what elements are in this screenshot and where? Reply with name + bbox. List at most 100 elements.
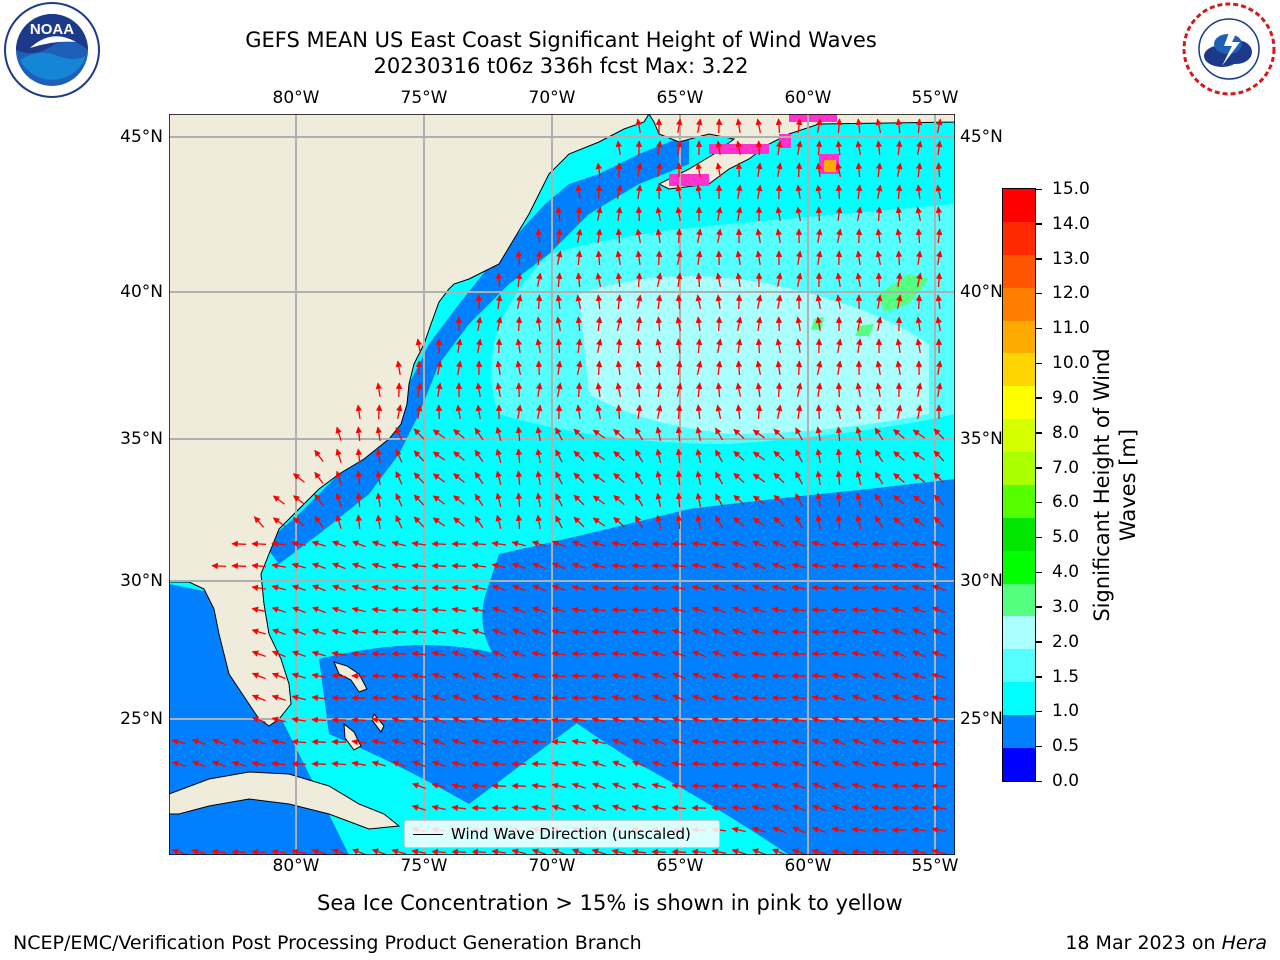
- wind-wave-arrow: [911, 650, 926, 658]
- wind-wave-arrow: [413, 516, 425, 528]
- latitude-label-left: 45°N: [120, 127, 163, 147]
- wind-wave-arrow: [634, 449, 644, 463]
- wind-wave-arrow: [411, 562, 427, 570]
- wind-wave-arrow: [771, 848, 786, 855]
- wind-wave-arrow: [691, 716, 706, 723]
- wind-wave-arrow: [631, 760, 646, 768]
- wind-wave-arrow: [271, 760, 287, 768]
- wind-wave-arrow: [611, 804, 626, 812]
- wind-wave-arrow: [611, 672, 626, 680]
- wind-wave-arrow: [811, 848, 826, 855]
- wind-wave-arrow: [371, 628, 387, 636]
- wind-wave-arrow: [651, 628, 667, 635]
- wind-wave-arrow: [351, 760, 367, 767]
- wind-wave-arrow: [611, 540, 627, 547]
- wind-wave-arrow: [875, 140, 883, 156]
- wind-wave-arrow: [935, 206, 943, 222]
- wind-wave-arrow: [655, 206, 662, 222]
- wind-wave-arrow: [451, 716, 466, 724]
- wind-wave-arrow: [355, 492, 363, 508]
- wind-wave-arrow: [711, 628, 726, 636]
- wind-wave-arrow: [191, 760, 206, 768]
- wind-wave-arrow: [671, 760, 687, 767]
- wind-wave-arrow: [531, 584, 546, 592]
- wind-wave-arrow: [335, 448, 342, 463]
- wind-wave-arrow: [893, 517, 905, 527]
- wind-wave-arrow: [851, 804, 867, 811]
- wind-wave-arrow: [475, 316, 483, 332]
- wind-wave-arrow: [916, 140, 923, 155]
- wind-wave-arrow: [851, 562, 867, 570]
- wind-wave-arrow: [531, 848, 546, 855]
- wind-wave-arrow: [475, 294, 483, 310]
- wind-wave-arrow: [815, 316, 823, 332]
- wind-wave-arrow: [613, 428, 625, 440]
- wind-wave-arrow: [615, 228, 623, 244]
- wind-wave-arrow: [651, 650, 666, 657]
- wind-wave-arrow: [291, 628, 306, 636]
- wind-wave-arrow: [591, 540, 606, 547]
- colorbar-segment: [1003, 484, 1035, 518]
- wind-wave-arrow: [811, 650, 827, 658]
- wind-wave-arrow: [791, 672, 807, 680]
- wind-wave-arrow: [474, 449, 484, 463]
- map-legend: Wind Wave Direction (unscaled): [404, 820, 720, 848]
- wind-wave-arrow: [795, 493, 803, 507]
- wind-wave-arrow: [675, 470, 683, 486]
- chart-title: GEFS MEAN US East Coast Significant Heig…: [245, 28, 877, 52]
- wind-wave-arrow: [755, 162, 763, 178]
- wind-wave-arrow: [795, 162, 803, 178]
- wind-wave-arrow: [551, 782, 566, 789]
- wind-wave-arrow: [775, 360, 783, 375]
- wind-wave-arrow: [655, 338, 662, 353]
- colorbar-tick-mark: [1036, 432, 1042, 434]
- wind-wave-arrow: [395, 360, 403, 376]
- wind-wave-arrow: [711, 584, 726, 591]
- wind-wave-arrow: [931, 694, 947, 702]
- wind-wave-arrow: [391, 606, 407, 614]
- wave-zone-3-4-small: [855, 324, 874, 336]
- wind-wave-arrow: [671, 716, 686, 723]
- wind-wave-arrow: [636, 162, 643, 178]
- wind-wave-arrow: [936, 250, 943, 266]
- wind-wave-arrow: [655, 470, 662, 485]
- wind-wave-arrow: [871, 826, 887, 834]
- wind-wave-arrow: [791, 584, 807, 591]
- wind-wave-arrow: [335, 492, 342, 507]
- wind-wave-arrow: [474, 493, 484, 507]
- wind-wave-arrow: [695, 250, 703, 266]
- wind-wave-arrow: [474, 515, 484, 529]
- wind-wave-arrow: [591, 804, 606, 812]
- wind-wave-arrow: [431, 848, 447, 855]
- wind-wave-arrow: [775, 140, 783, 155]
- wind-wave-arrow: [791, 606, 807, 614]
- wind-wave-arrow: [931, 716, 947, 724]
- wind-wave-arrow: [491, 760, 507, 768]
- colorbar-segment: [1003, 419, 1035, 452]
- wind-wave-arrow: [611, 584, 627, 592]
- wind-wave-arrow: [355, 470, 363, 486]
- colorbar-tick-label: 5.0: [1052, 527, 1080, 548]
- wind-wave-arrow: [634, 515, 644, 529]
- wind-wave-arrow: [615, 294, 623, 310]
- colorbar-tick-label: 10.0: [1052, 353, 1090, 374]
- wind-wave-arrow: [471, 760, 487, 768]
- wind-wave-arrow: [711, 760, 727, 768]
- wind-wave-arrow: [291, 606, 306, 614]
- wind-wave-arrow: [475, 382, 483, 398]
- wind-wave-arrow: [675, 272, 683, 287]
- wind-wave-arrow: [375, 382, 383, 398]
- wind-wave-arrow: [391, 672, 407, 680]
- wind-wave-arrow: [715, 140, 723, 156]
- wind-wave-arrow: [571, 738, 587, 746]
- wind-wave-arrow: [795, 118, 803, 133]
- wind-wave-arrow: [573, 494, 585, 506]
- wind-wave-arrow: [855, 250, 863, 266]
- wind-wave-arrow: [231, 540, 247, 548]
- wind-wave-arrow: [836, 228, 843, 244]
- wind-wave-arrow: [771, 562, 786, 570]
- wind-wave-arrow: [331, 694, 347, 702]
- wind-wave-arrow: [651, 848, 667, 855]
- wind-wave-arrow: [875, 360, 882, 376]
- wind-wave-arrow: [615, 206, 623, 221]
